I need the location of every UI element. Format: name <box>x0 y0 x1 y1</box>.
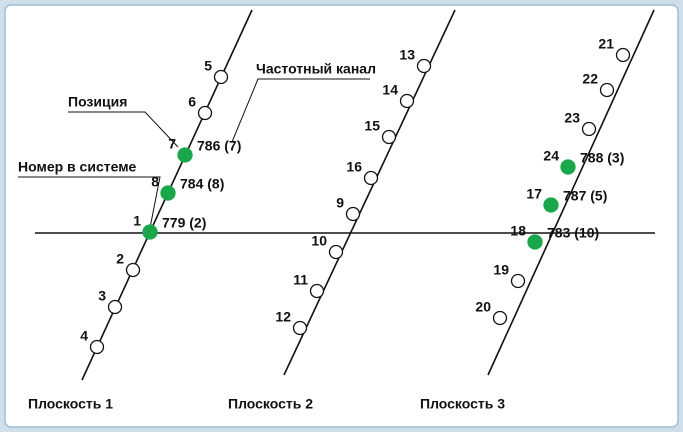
node <box>345 206 361 222</box>
node-label: 22 <box>582 71 598 87</box>
callout: Частотный канал <box>256 61 376 77</box>
node-label: 1 <box>133 213 141 229</box>
channel-label: 786 (7) <box>197 138 241 154</box>
node <box>510 273 526 289</box>
node <box>560 159 576 175</box>
leader <box>18 176 161 229</box>
node-label: 8 <box>151 174 159 190</box>
leader <box>231 78 370 143</box>
node-label: 13 <box>399 47 415 63</box>
node-label: 9 <box>336 195 344 211</box>
plane-label: Плоскость 1 <box>28 396 113 412</box>
leader <box>68 111 179 148</box>
node <box>125 262 141 278</box>
node-label: 24 <box>543 148 559 164</box>
node <box>142 224 158 240</box>
channel-label: 787 (5) <box>563 188 607 204</box>
node-label: 16 <box>346 159 362 175</box>
node <box>363 170 379 186</box>
node-label: 19 <box>493 262 509 278</box>
node <box>416 58 432 74</box>
node-label: 18 <box>510 223 526 239</box>
node <box>328 244 344 260</box>
node <box>177 147 193 163</box>
node-label: 20 <box>475 299 491 315</box>
plane-label: Плоскость 3 <box>420 396 505 412</box>
node <box>89 339 105 355</box>
node <box>213 69 229 85</box>
node-label: 15 <box>364 118 380 134</box>
channel-label: 779 (2) <box>162 215 206 231</box>
node-label: 23 <box>564 110 580 126</box>
node-label: 7 <box>168 136 176 152</box>
node <box>292 320 308 336</box>
callout: Номер в системе <box>18 159 137 175</box>
leaders <box>18 78 370 229</box>
node <box>197 105 213 121</box>
lines <box>35 9 655 381</box>
callout: Позиция <box>68 94 127 110</box>
node-label: 12 <box>275 309 291 325</box>
node-label: 17 <box>526 186 542 202</box>
plane-line <box>487 9 655 376</box>
node-label: 3 <box>98 288 106 304</box>
node <box>107 299 123 315</box>
channel-label: 784 (8) <box>180 176 224 192</box>
node-label: 21 <box>598 36 614 52</box>
node-label: 6 <box>188 94 196 110</box>
node-label: 2 <box>116 251 124 267</box>
node <box>599 82 615 98</box>
node <box>581 121 597 137</box>
node <box>543 197 559 213</box>
node <box>160 185 176 201</box>
node-label: 5 <box>204 58 212 74</box>
node-label: 10 <box>311 233 327 249</box>
node <box>527 234 543 250</box>
panel <box>4 4 679 428</box>
node <box>492 310 508 326</box>
node <box>309 283 325 299</box>
node <box>381 129 397 145</box>
node <box>615 47 631 63</box>
node-label: 11 <box>293 272 308 288</box>
node-label: 14 <box>382 82 398 98</box>
channel-label: 783 (10) <box>547 225 599 241</box>
plane-label: Плоскость 2 <box>228 396 313 412</box>
channel-label: 788 (3) <box>580 150 624 166</box>
node <box>399 93 415 109</box>
node-label: 4 <box>80 328 88 344</box>
